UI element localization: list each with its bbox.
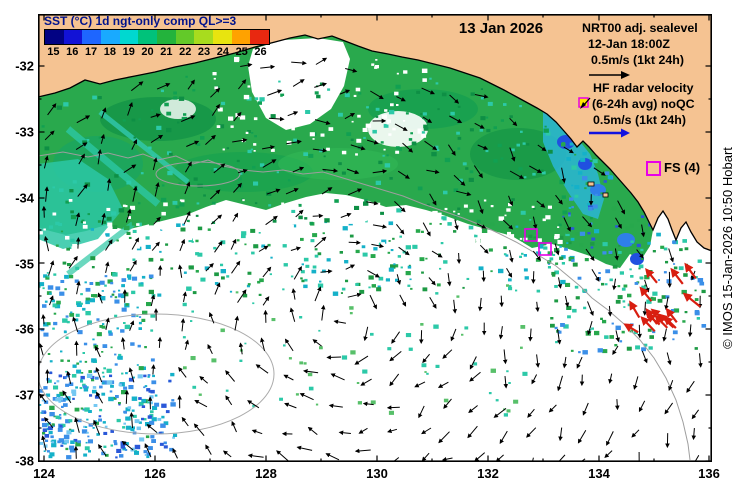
y-tick-label: -32 [15, 58, 34, 74]
colorbar-cell [213, 30, 232, 44]
y-tick-label: -38 [15, 453, 34, 469]
colorbar-tick-label: 26 [254, 46, 267, 58]
y-tick-label: -37 [15, 387, 34, 403]
y-tick-label: -33 [15, 124, 34, 140]
colorbar-cell [175, 30, 195, 44]
island [587, 181, 595, 187]
plot-frame [38, 14, 712, 462]
colorbar-cell [119, 30, 139, 44]
x-tick-label: 136 [698, 466, 720, 481]
x-tick-label: 130 [366, 466, 388, 481]
colorbar-tick-label: 19 [122, 46, 135, 58]
island [602, 192, 609, 198]
colorbar-tick-label: 15 [47, 46, 60, 58]
legend-line-radar-scale: 0.5m/s (1kt 24h) [593, 113, 686, 127]
mooring-marker [524, 228, 538, 242]
copyright-watermark: © IMOS 15-Jan-2026 10:50 Hobart [720, 147, 735, 349]
sealevel-scale-arrow-icon [589, 71, 630, 79]
radar-sample-arrow-icon [580, 97, 591, 109]
colorbar-cell [45, 30, 64, 44]
colorbar-tick-label: 22 [179, 46, 192, 58]
colorbar-cell [231, 30, 251, 44]
y-tick-label: -34 [15, 190, 34, 206]
colorbar-cell [250, 30, 270, 44]
mooring-marker [538, 242, 552, 256]
colorbar-tick-labels: 15 16 17 18 19 20 21 22 23 24 25 26 [44, 46, 270, 58]
x-tick-label: 124 [33, 466, 55, 481]
map-canvas [38, 14, 712, 462]
current-vectors [38, 57, 703, 462]
legend-line-radar-title: HF radar velocity [593, 81, 694, 95]
legend-line-sealevel-time: 12-Jan 18:00Z [588, 37, 670, 51]
colorbar-tick-label: 20 [141, 46, 154, 58]
colorbar-tick-label: 18 [103, 46, 117, 58]
sst-colorbar: SST (°C) 1d ngt-only comp QL>=3 15 16 17 18… [44, 14, 270, 58]
x-tick-label: 134 [588, 466, 610, 481]
colorbar-title: SST (°C) 1d ngt-only comp QL>=3 [44, 14, 237, 28]
colorbar-cell [138, 30, 158, 44]
land-polygon [38, 14, 712, 251]
x-tick-label: 126 [144, 466, 166, 481]
colorbar-tick-label: 16 [66, 46, 79, 58]
x-tick-label: 128 [255, 466, 277, 481]
legend-line-radar-avg: (6-24h avg) noQC [592, 97, 695, 111]
y-tick-label: -36 [15, 321, 34, 337]
colorbar-tick-label: 24 [216, 46, 229, 58]
land-region [38, 14, 712, 252]
colorbar-tick-label: 21 [160, 46, 173, 58]
colorbar-cell [157, 30, 176, 44]
coastline [38, 34, 712, 252]
colorbar-cell [63, 30, 83, 44]
colorbar-tick-label: 25 [235, 46, 248, 58]
radar-scale-arrow-icon [589, 128, 630, 138]
colorbar-tick-label: 17 [84, 46, 98, 58]
colorbar-gradient [44, 29, 270, 45]
y-tick-label: -35 [15, 256, 34, 272]
colorbar-tick-label: 23 [197, 46, 211, 58]
colorbar-cell [82, 30, 102, 44]
colorbar-cell [194, 30, 214, 44]
legend-line-sealevel-scale: 0.5m/s (1kt 24h) [591, 53, 684, 67]
legend-line-sealevel-product: NRT00 adj. sealevel [582, 21, 698, 35]
fs-marker-label: FS (4) [664, 160, 701, 175]
hf-radar-vectors [623, 262, 701, 334]
colorbar-cell [101, 30, 120, 44]
x-tick-label: 132 [477, 466, 499, 481]
date-title: 13 Jan 2026 [458, 20, 544, 37]
fs-marker-box [646, 161, 661, 176]
